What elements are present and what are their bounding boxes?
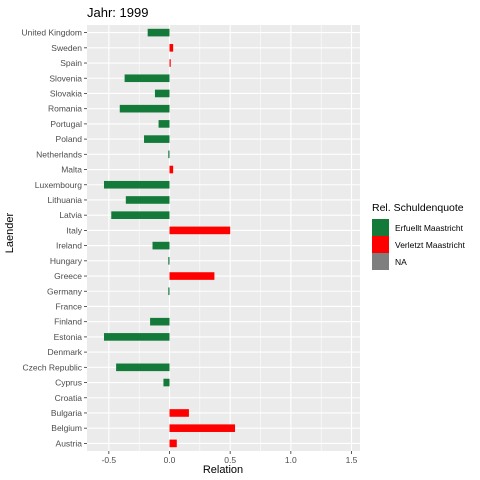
bar-slovakia [154,89,170,98]
y-tick-label: Croatia [55,393,83,403]
legend-label-verletzt: Verletzt Maastricht [395,240,466,250]
y-tick-label: Greece [54,271,82,281]
y-tick-label: Malta [61,165,82,175]
bars [103,28,236,448]
bar-austria [169,439,177,448]
legend-title: Rel. Schuldenquote [372,202,464,214]
y-tick-label: Slovenia [49,73,82,83]
bar-portugal [158,120,170,128]
bar-united-kingdom [147,28,170,37]
x-tick-label: 0.5 [224,455,236,465]
bar-sweden [169,44,174,52]
x-tick-label: 1.5 [346,455,358,465]
y-tick-label: Italy [66,225,82,235]
bar-netherlands [168,150,170,159]
y-tick-label: Belgium [51,423,82,433]
x-tick-label: 1.0 [285,455,297,465]
bar-lithuania [125,196,170,204]
bar-ireland [152,241,170,250]
bar-czech-republic [116,363,170,372]
y-axis-ticks: Austria Belgium Bulgaria Croatia Cyprus Czech… [22,28,87,448]
legend-label-erfuellt: Erfuellt Maastricht [395,223,464,233]
bar-spain [169,59,171,67]
x-tick-label: -0.5 [102,455,117,465]
plot-panel [87,25,360,451]
y-tick-label: Netherlands [36,149,82,159]
bar-italy [169,226,231,235]
x-axis-title: Relation [203,464,243,476]
bar-finland [150,317,170,326]
y-tick-label: Estonia [54,332,83,342]
bar-germany [168,287,170,296]
y-tick-label: Latvia [59,210,82,220]
legend-key-verletzt [372,236,389,253]
bar-latvia [111,211,170,219]
legend: Rel. Schuldenquote Erfuellt Maastricht Ve… [372,202,466,270]
bar-romania [119,104,170,113]
grid-minor [138,25,322,451]
bar-malta [169,165,174,174]
y-tick-label: Denmark [48,347,83,357]
y-tick-label: Portugal [50,119,82,129]
y-tick-label: Romania [48,104,82,114]
legend-key-erfuellt [372,219,389,236]
chart-title: Jahr: 1999 [87,5,148,20]
y-tick-label: Bulgaria [51,408,82,418]
y-tick-label: United Kingdom [22,28,82,38]
y-tick-label: Sweden [51,43,82,53]
x-tick-label: 0.0 [164,455,176,465]
y-tick-label: France [56,301,83,311]
y-tick-label: Austria [56,438,83,448]
legend-label-na: NA [395,257,407,267]
x-axis-ticks: -0.5 0.0 0.5 1.0 1.5 [102,451,358,465]
bar-luxembourg [103,180,170,189]
y-tick-label: Poland [56,134,83,144]
bar-greece [169,272,215,280]
y-tick-label: Cyprus [55,378,82,388]
y-tick-label: Hungary [50,256,83,266]
y-tick-label: Luxembourg [35,180,83,190]
bar-cyprus [163,378,170,387]
y-axis-title: Laender [4,212,16,253]
bar-hungary [168,257,170,265]
y-tick-label: Ireland [56,241,82,251]
y-tick-label: Finland [54,317,82,327]
y-tick-label: Germany [47,286,83,296]
bar-estonia [103,333,170,341]
bar-belgium [169,424,236,432]
legend-key-na [372,253,389,270]
y-tick-label: Slovakia [50,88,82,98]
y-tick-label: Spain [60,58,82,68]
y-tick-label: Lithuania [47,195,82,205]
y-tick-label: Czech Republic [22,362,82,372]
bar-slovenia [124,74,170,83]
bar-poland [144,135,170,143]
bar-bulgaria [169,409,189,417]
